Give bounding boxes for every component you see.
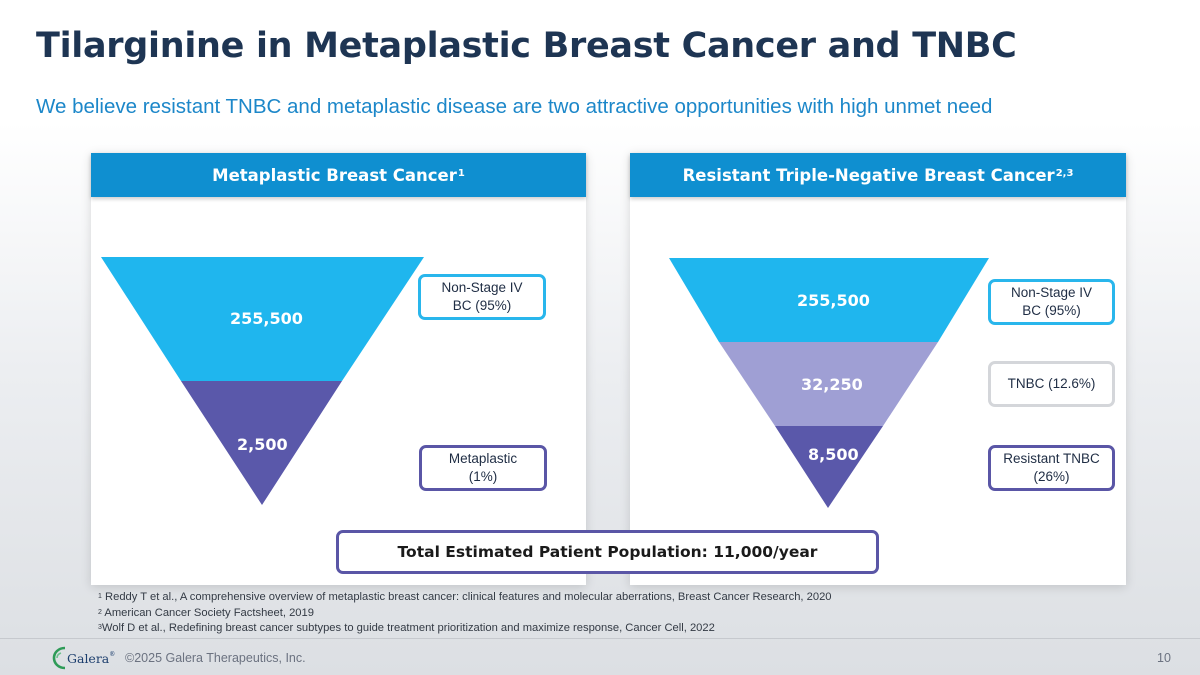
total-population-box: Total Estimated Patient Population: 11,0… xyxy=(336,530,879,574)
metaplastic-header-text: Metaplastic Breast Cancer xyxy=(212,165,457,185)
footnote-3-marker: 3 xyxy=(98,624,102,631)
galera-logo-registered: ® xyxy=(109,650,116,658)
tnbc-funnel-segment-middle xyxy=(719,342,938,426)
page-number: 10 xyxy=(1157,651,1171,665)
galera-logo-word: Galera xyxy=(67,650,110,666)
footer-divider xyxy=(0,638,1200,639)
footnote-2-marker: 2 xyxy=(98,608,102,616)
slide-subtitle: We believe resistant TNBC and metaplasti… xyxy=(36,95,993,118)
tnbc-value-bottom: 8,500 xyxy=(808,445,859,464)
metaplastic-value-top: 255,500 xyxy=(230,309,303,328)
footnote-1-text: Reddy T et al., A comprehensive overview… xyxy=(101,591,832,603)
footnote-1: 1 Reddy T et al., A comprehensive overvi… xyxy=(98,590,832,606)
metaplastic-header-sup: 1 xyxy=(457,167,465,179)
footnote-3: 3Wolf D et al., Redefining breast cancer… xyxy=(98,621,832,637)
galera-logo-text: Galera® xyxy=(67,651,115,666)
tnbc-value-middle: 32,250 xyxy=(801,375,863,394)
footnote-2-text: American Cancer Society Factsheet, 2019 xyxy=(101,606,314,619)
metaplastic-funnel-segment-top xyxy=(101,257,424,381)
metaplastic-tag-non-stage-iv: Non-Stage IV BC (95%) xyxy=(418,274,546,320)
metaplastic-tag-metaplastic: Metaplastic (1%) xyxy=(419,445,547,491)
tnbc-tag-tnbc: TNBC (12.6%) xyxy=(988,361,1115,407)
slide-title: Tilarginine in Metaplastic Breast Cancer… xyxy=(36,26,1017,66)
metaplastic-funnel: 255,500 2,500 xyxy=(101,257,424,505)
tnbc-tag-non-stage-iv: Non-Stage IV BC (95%) xyxy=(988,279,1115,325)
footnotes: 1 Reddy T et al., A comprehensive overvi… xyxy=(98,590,832,637)
footnote-1-marker: 1 xyxy=(98,593,102,600)
metaplastic-value-bottom: 2,500 xyxy=(237,435,288,454)
tnbc-header-sup: 2,3 xyxy=(1055,167,1074,179)
tnbc-panel-header: Resistant Triple-Negative Breast Cancer 2… xyxy=(630,153,1126,197)
tnbc-funnel-segment-bottom xyxy=(775,426,883,508)
tnbc-funnel: 255,500 32,250 8,500 xyxy=(669,258,989,508)
tnbc-funnel-segment-top xyxy=(669,258,989,342)
tnbc-panel: Resistant Triple-Negative Breast Cancer 2… xyxy=(630,153,1126,585)
metaplastic-panel-header: Metaplastic Breast Cancer 1 xyxy=(91,153,586,197)
tnbc-tag-resistant-tnbc: Resistant TNBC (26%) xyxy=(988,445,1115,491)
galera-logo: Galera® xyxy=(50,645,115,671)
tnbc-value-top: 255,500 xyxy=(797,291,870,310)
copyright: ©2025 Galera Therapeutics, Inc. xyxy=(125,651,306,665)
galera-logo-icon xyxy=(52,646,66,670)
footnote-3-text: Wolf D et al., Redefining breast cancer … xyxy=(101,622,715,634)
tnbc-header-text: Resistant Triple-Negative Breast Cancer xyxy=(682,165,1055,185)
footnote-2: 2 American Cancer Society Factsheet, 201… xyxy=(98,606,832,622)
metaplastic-funnel-segment-bottom xyxy=(181,381,342,505)
